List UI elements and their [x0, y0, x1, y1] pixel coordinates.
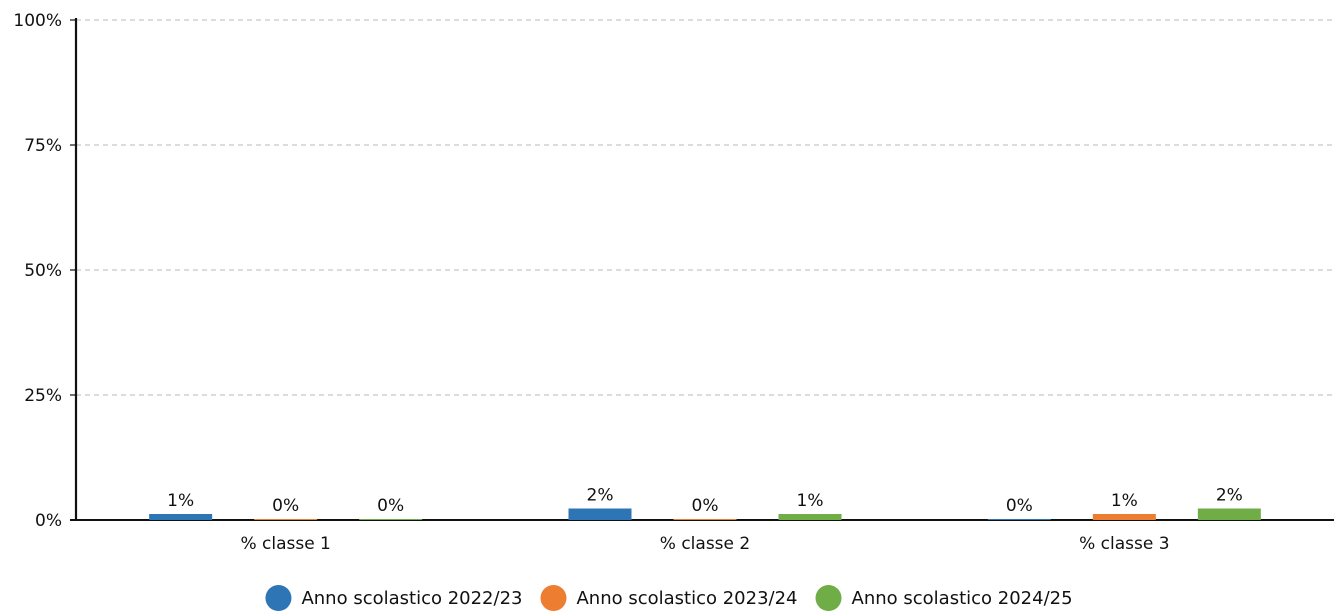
- x-tick-label: % classe 1: [240, 534, 330, 554]
- data-label: 1%: [797, 491, 824, 511]
- bar: [987, 519, 1051, 520]
- bar: [1092, 514, 1156, 520]
- bar: [149, 514, 213, 520]
- data-label: 0%: [272, 496, 299, 516]
- data-label: 0%: [692, 496, 719, 516]
- x-tick-label: % classe 3: [1079, 534, 1169, 554]
- legend-label: Anno scolastico 2023/24: [576, 588, 797, 609]
- bars: [149, 508, 1261, 520]
- data-label: 2%: [587, 486, 614, 506]
- data-label: 1%: [1111, 491, 1138, 511]
- legend-swatch: [540, 585, 567, 611]
- legend-label: Anno scolastico 2022/23: [301, 588, 522, 609]
- data-label: 1%: [167, 491, 194, 511]
- bar: [359, 519, 423, 520]
- y-tick-label: 50%: [24, 261, 62, 281]
- bar: [1197, 508, 1261, 520]
- bar: [778, 514, 842, 520]
- legend-label: Anno scolastico 2024/25: [852, 588, 1073, 609]
- legend: Anno scolastico 2022/23 Anno scolastico 2…: [265, 585, 1073, 611]
- y-tick-label: 0%: [35, 511, 62, 531]
- data-label: 0%: [1006, 496, 1033, 516]
- gridlines: [76, 19, 1334, 396]
- axes: 0% 25% 50% 75% 100% % classe 1 % classe 2 % cla…: [13, 11, 1334, 554]
- bar: [568, 508, 632, 520]
- legend-swatch: [815, 585, 842, 611]
- data-label: 2%: [1216, 486, 1243, 506]
- y-tick-label: 100%: [13, 11, 62, 31]
- y-tick-label: 75%: [24, 136, 62, 156]
- bar: [254, 519, 318, 520]
- legend-swatch: [265, 585, 292, 611]
- bar: [673, 519, 737, 520]
- y-tick-label: 25%: [24, 386, 62, 406]
- x-tick-label: % classe 2: [660, 534, 750, 554]
- data-labels: 1% 0% 0% 2% 0% 1% 0% 1% 2%: [167, 486, 1243, 517]
- data-label: 0%: [377, 496, 404, 516]
